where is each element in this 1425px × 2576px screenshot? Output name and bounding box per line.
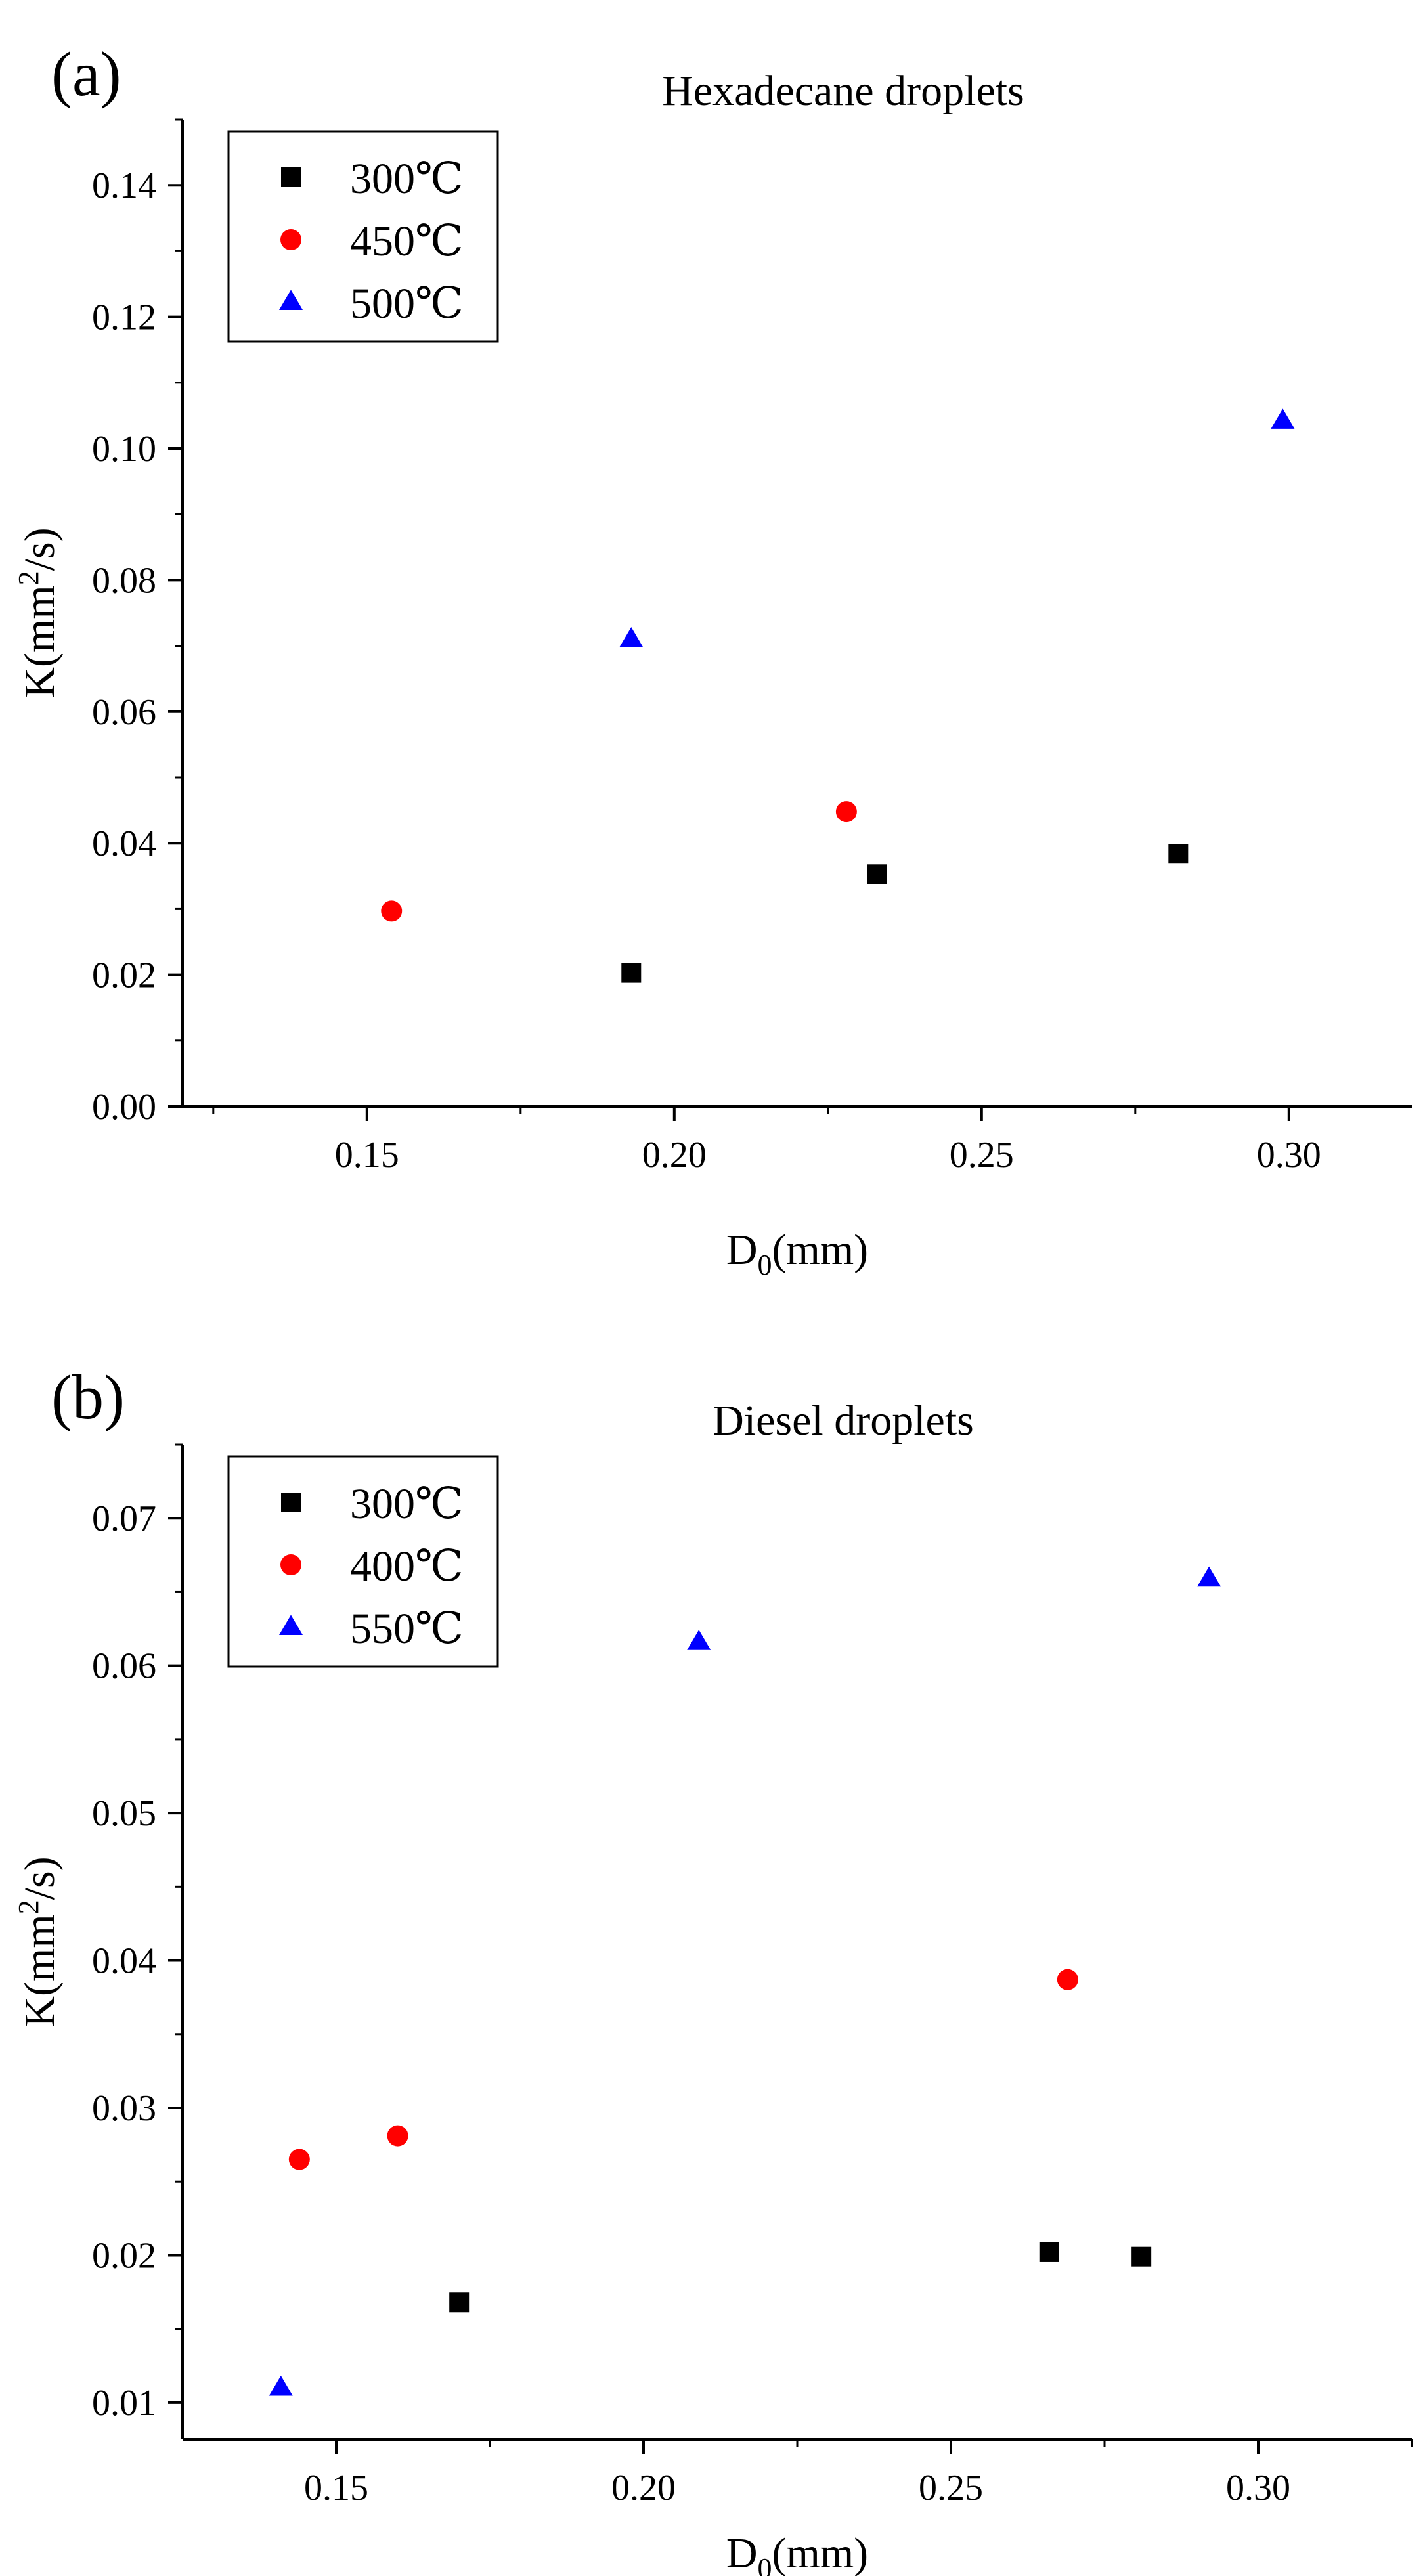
- panel-label: (b): [51, 1362, 125, 1432]
- y-tick-label: 0.06: [92, 1646, 156, 1687]
- panel-label: (a): [51, 39, 121, 109]
- chart-panel-a: (a) Hexadecane droplets 0.15 0.20 0.25 0.30 0.…: [12, 39, 1412, 1281]
- data-point: [687, 1630, 711, 1650]
- legend-box: [227, 130, 499, 343]
- legend-label: 450℃: [350, 217, 464, 265]
- data-point: [619, 626, 644, 647]
- data-point: [288, 2149, 310, 2170]
- data-point: [867, 864, 887, 884]
- x-tick-label: 0.30: [1226, 2468, 1290, 2508]
- x-tick-label: 0.15: [304, 2468, 368, 2508]
- x-axis-title-unit: (mm): [772, 1226, 869, 1274]
- y-axis-title-main: K(mm: [16, 585, 64, 698]
- x-axis-title-main: D: [726, 2529, 758, 2576]
- y-tick-label: 0.10: [92, 429, 156, 469]
- data-point: [1168, 844, 1189, 864]
- y-tick-label: 0.02: [92, 2235, 156, 2276]
- legend-marker: [280, 229, 301, 250]
- y-tick-label: 0.01: [92, 2383, 156, 2424]
- x-axis-title-main: D: [726, 1226, 758, 1274]
- legend-marker: [280, 1554, 301, 1575]
- y-tick-label: 0.05: [92, 1793, 156, 1834]
- data-point: [387, 2125, 408, 2147]
- x-axis-title: D0(mm): [726, 1226, 868, 1281]
- series-0: [449, 2242, 1152, 2313]
- data-point: [269, 2375, 293, 2396]
- data-point: [621, 963, 642, 983]
- y-tick-label: 0.07: [92, 1498, 156, 1539]
- legend-label: 300℃: [350, 155, 464, 203]
- y-tick-label: 0.08: [92, 560, 156, 601]
- data-point: [1039, 2242, 1059, 2262]
- x-axis-title: D0(mm): [726, 2529, 868, 2576]
- x-tick-label: 0.25: [950, 1135, 1014, 1175]
- data-point: [1057, 1969, 1078, 1990]
- y-tick-label: 0.03: [92, 2088, 156, 2129]
- data-point: [1271, 408, 1295, 429]
- x-tick-label: 0.25: [919, 2468, 983, 2508]
- y-tick-label: 0.12: [92, 297, 156, 338]
- y-tick-label: 0.02: [92, 955, 156, 996]
- legend-marker: [281, 167, 301, 187]
- legend-label: 400℃: [350, 1542, 464, 1590]
- data-point: [1131, 2246, 1152, 2267]
- y-tick-label: 0.14: [92, 165, 156, 206]
- y-tick-label: 0.06: [92, 692, 156, 733]
- x-tick-label: 0.30: [1257, 1135, 1321, 1175]
- data-point: [835, 801, 857, 823]
- x-axis-title-unit: (mm): [772, 2529, 869, 2576]
- y-tick-label: 0.00: [92, 1087, 156, 1127]
- legend-label: 500℃: [350, 280, 464, 328]
- legend-label: 300℃: [350, 1480, 464, 1528]
- chart-title: Diesel droplets: [712, 1397, 974, 1445]
- legend-label: 550℃: [350, 1605, 464, 1653]
- y-axis-title: K(mm2/s): [12, 1856, 64, 2027]
- legend-marker: [281, 1493, 301, 1512]
- chart-title: Hexadecane droplets: [662, 67, 1024, 115]
- y-axis-title-unit: /s): [16, 1856, 64, 1900]
- y-axis-title: K(mm2/s): [12, 527, 64, 698]
- data-point: [449, 2292, 470, 2313]
- series-1: [288, 1969, 1078, 2170]
- series-2: [619, 408, 1295, 647]
- chart-panel-b: (b) Diesel droplets 0.15 0.20 0.25 0.30 0.01 0.…: [12, 1362, 1413, 2576]
- legend: 300℃ 450℃ 500℃: [227, 130, 499, 343]
- x-tick-label: 0.15: [335, 1135, 399, 1175]
- x-tick-label: 0.20: [611, 2468, 676, 2508]
- series-0: [621, 844, 1189, 983]
- x-axis-title-sub: 0: [758, 1249, 772, 1281]
- data-point: [1197, 1566, 1221, 1587]
- legend-box: [227, 1455, 499, 1668]
- y-axis-title-unit: /s): [16, 527, 64, 571]
- y-axis-title-sup: 2: [12, 1900, 45, 1914]
- legend: 300℃ 400℃ 550℃: [227, 1455, 499, 1668]
- x-tick-label: 0.20: [642, 1135, 707, 1175]
- x-axis-title-sub: 0: [758, 2552, 772, 2576]
- series-1: [381, 801, 857, 922]
- y-tick-label: 0.04: [92, 1941, 156, 1982]
- legend-marker: [279, 290, 303, 310]
- legend-marker: [279, 1615, 303, 1635]
- data-point: [381, 900, 403, 922]
- y-axis-title-sup: 2: [12, 571, 45, 585]
- y-axis-title-main: K(mm: [16, 1914, 64, 2027]
- series-2: [269, 1566, 1221, 2396]
- y-tick-label: 0.04: [92, 823, 156, 864]
